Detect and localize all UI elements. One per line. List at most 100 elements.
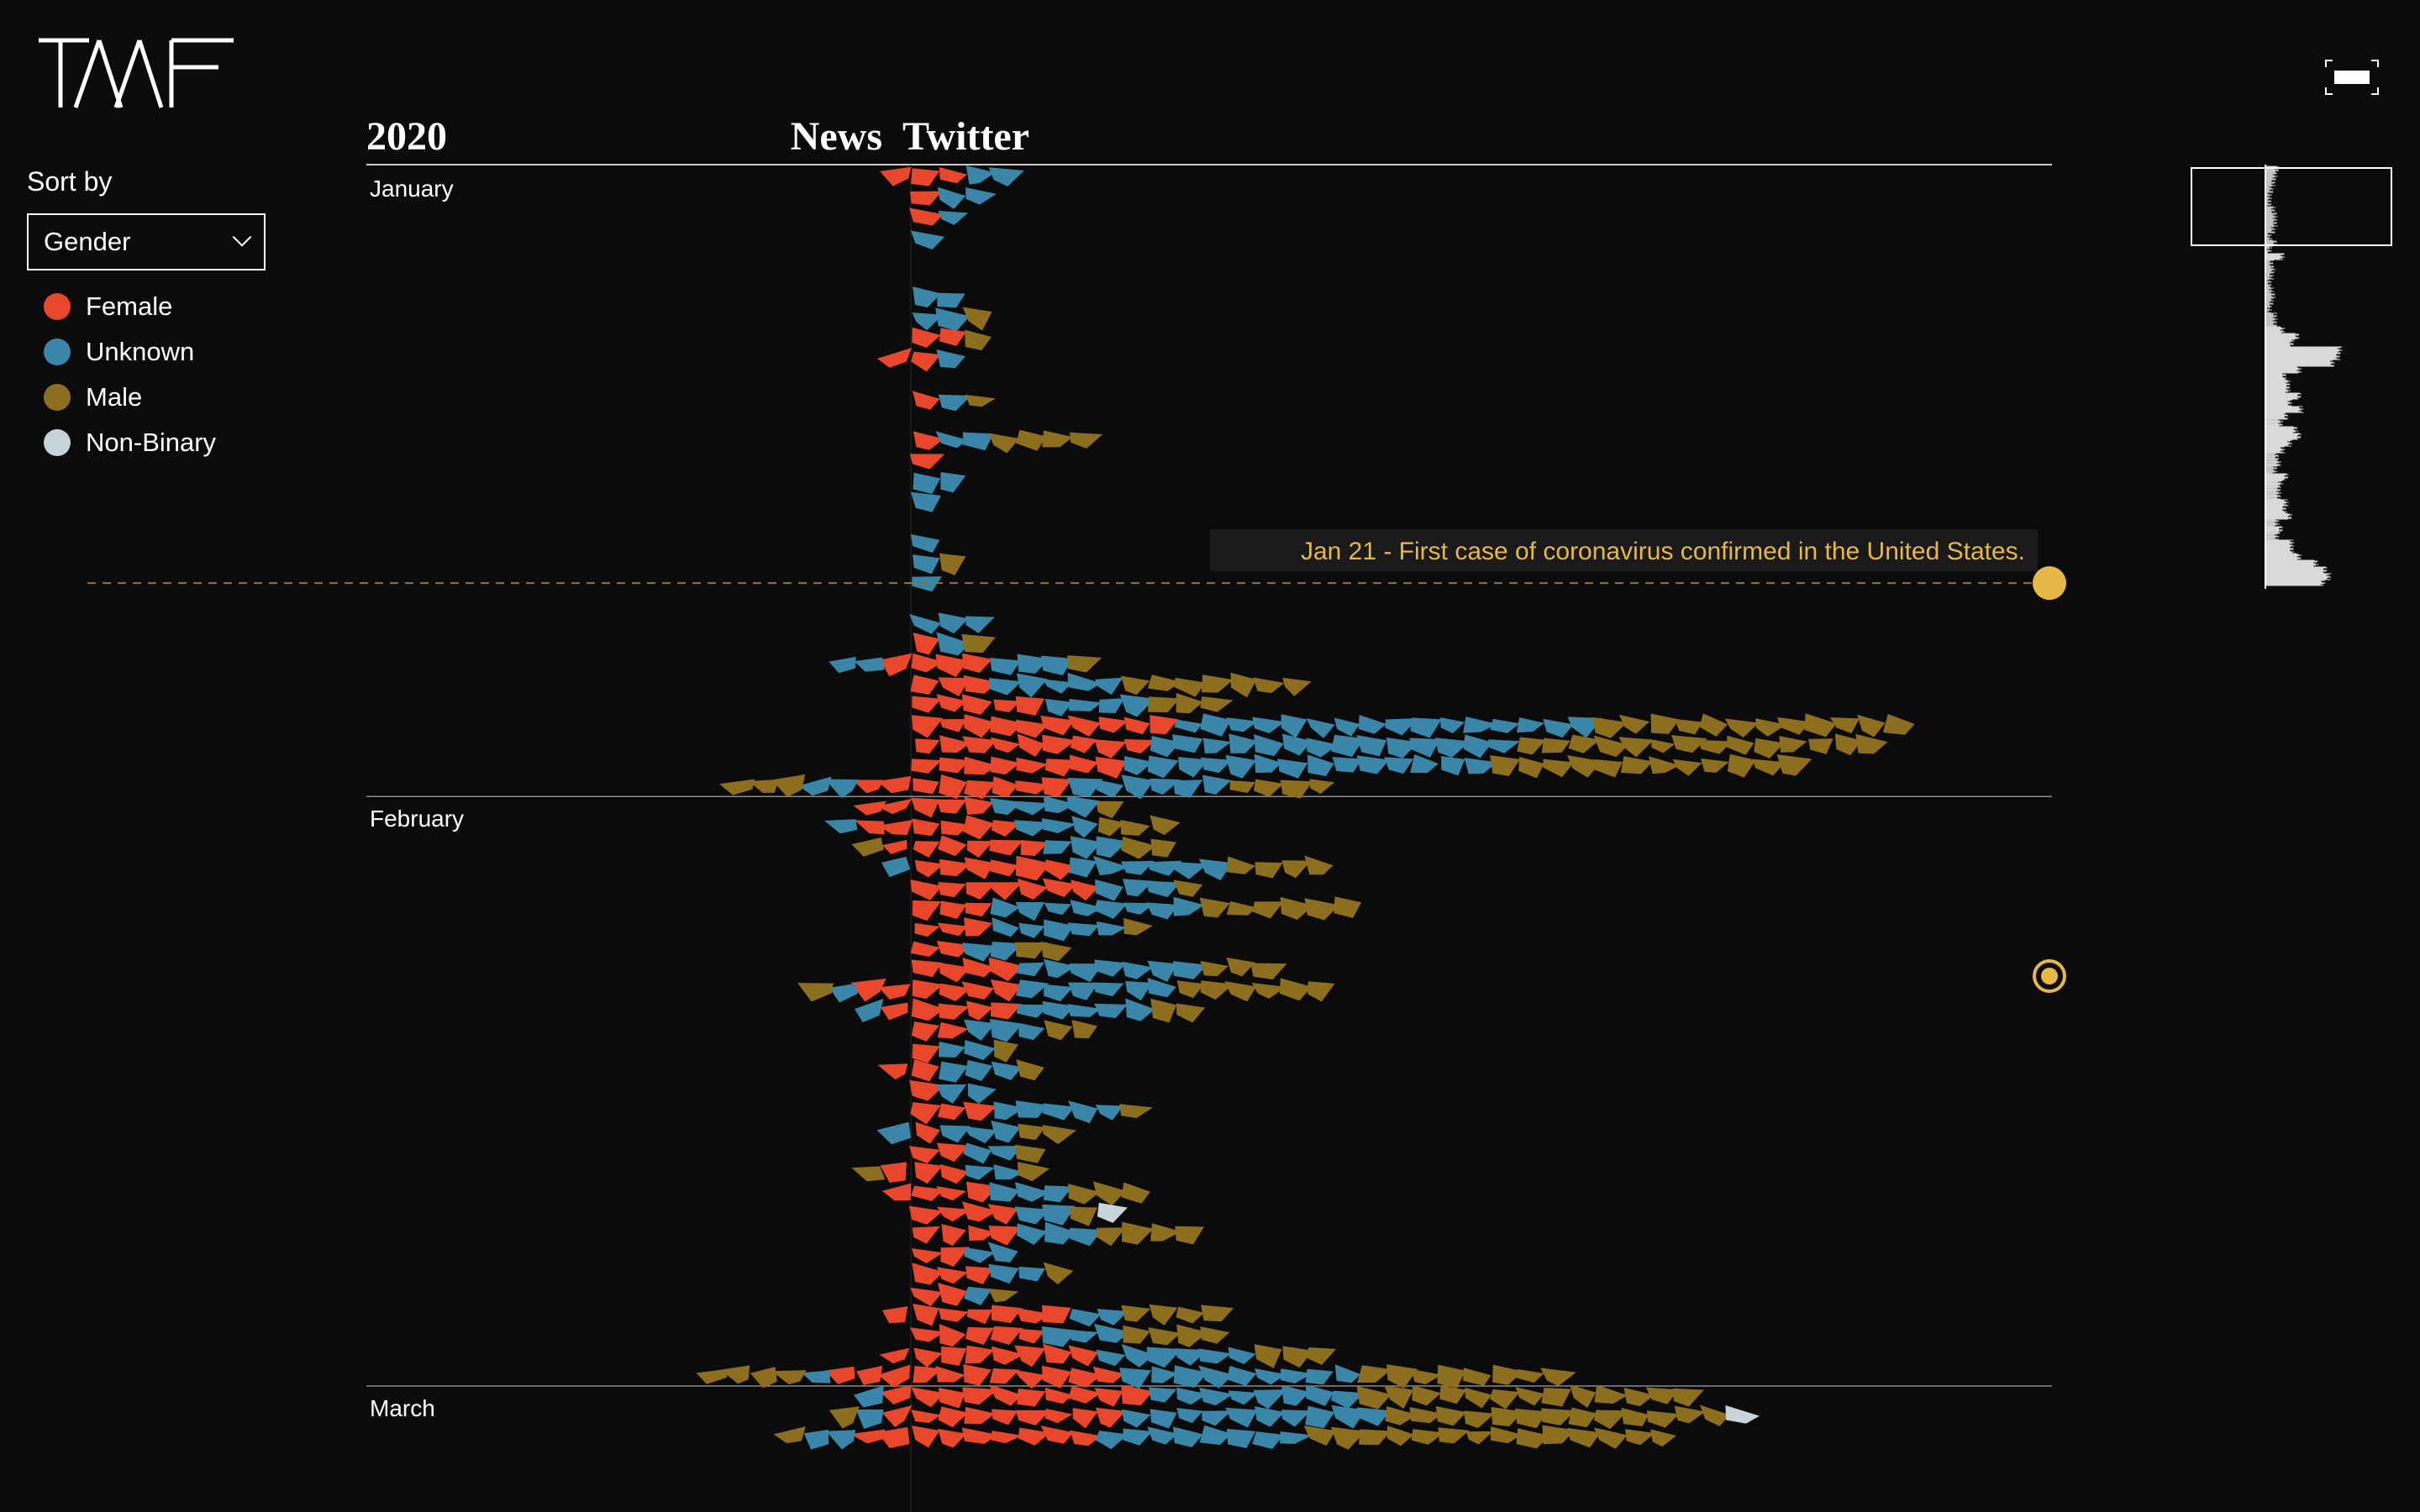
data-mark[interactable] [880,1162,907,1184]
data-mark[interactable] [939,1042,965,1058]
data-mark[interactable] [1277,759,1308,779]
data-mark[interactable] [1567,754,1602,778]
data-mark[interactable] [1096,1349,1126,1367]
circle-marker-icon[interactable] [2033,566,2066,601]
data-mark[interactable] [1356,1407,1392,1426]
data-mark[interactable] [1543,718,1574,738]
data-mark[interactable] [1200,757,1233,774]
data-mark[interactable] [750,1367,777,1389]
data-mark[interactable] [1254,734,1284,757]
data-mark[interactable] [965,1345,995,1364]
data-mark[interactable] [913,841,940,858]
data-mark[interactable] [988,1263,1019,1284]
data-mark[interactable] [1150,1409,1177,1429]
data-mark[interactable] [1119,694,1155,717]
data-mark[interactable] [1281,1410,1312,1427]
data-mark[interactable] [1463,734,1493,759]
data-mark[interactable] [1699,1404,1730,1426]
data-mark[interactable] [1198,1365,1234,1389]
data-mark[interactable] [1410,717,1442,738]
data-mark[interactable] [961,1427,998,1445]
data-mark[interactable] [1015,1307,1050,1324]
data-mark[interactable] [1068,1184,1101,1205]
data-mark[interactable] [854,657,885,672]
data-mark[interactable] [1093,982,1124,997]
data-mark[interactable] [989,1368,1020,1384]
data-mark[interactable] [1041,1365,1072,1389]
data-mark[interactable] [939,858,971,877]
data-mark[interactable] [1043,795,1076,814]
data-mark[interactable] [990,897,1020,918]
logo[interactable] [39,37,235,109]
data-mark[interactable] [1225,1407,1258,1428]
data-mark[interactable] [1465,1431,1493,1445]
data-mark[interactable] [911,1387,945,1408]
data-mark[interactable] [1779,736,1807,753]
data-mark[interactable] [1620,756,1654,774]
data-mark[interactable] [1098,698,1125,714]
data-mark[interactable] [1069,1227,1103,1247]
data-mark[interactable] [801,1370,831,1383]
data-mark[interactable] [1281,733,1313,756]
data-mark[interactable] [1150,778,1181,795]
data-mark[interactable] [877,1426,910,1449]
data-mark[interactable] [963,1142,992,1164]
data-mark[interactable] [1067,1004,1102,1017]
data-mark[interactable] [1092,855,1129,876]
data-mark[interactable] [964,1040,996,1061]
data-mark[interactable] [1673,1388,1704,1407]
data-mark[interactable] [1173,961,1207,979]
data-mark[interactable] [961,653,993,674]
data-mark[interactable] [1068,1100,1098,1124]
data-mark[interactable] [771,1370,807,1385]
data-mark[interactable] [939,735,971,753]
data-mark[interactable] [936,1267,968,1284]
data-mark[interactable] [851,837,884,857]
data-mark[interactable] [1621,1407,1649,1427]
data-mark[interactable] [913,286,941,307]
data-mark[interactable] [1071,816,1098,838]
data-mark[interactable] [965,394,997,407]
data-mark[interactable] [1227,1365,1257,1386]
data-mark[interactable] [1492,1364,1523,1385]
data-mark[interactable] [911,959,943,978]
data-mark[interactable] [1017,1389,1046,1407]
data-mark[interactable] [1123,755,1154,775]
data-mark[interactable] [1016,673,1048,698]
data-mark[interactable] [989,433,1020,454]
data-mark[interactable] [963,1286,992,1305]
data-mark[interactable] [1016,719,1049,738]
data-mark[interactable] [1305,1368,1334,1385]
data-mark[interactable] [1121,860,1155,875]
data-mark[interactable] [1066,795,1101,818]
data-mark[interactable] [1121,1305,1151,1322]
data-mark[interactable] [909,1327,945,1342]
data-mark[interactable] [881,856,911,878]
data-mark[interactable] [1255,862,1283,879]
data-mark[interactable] [1282,1346,1313,1368]
data-mark[interactable] [911,715,944,738]
data-mark[interactable] [938,882,966,898]
data-mark[interactable] [1042,430,1074,448]
data-mark[interactable] [1675,718,1703,735]
data-mark[interactable] [880,1384,912,1405]
fullscreen-button[interactable] [2324,59,2380,96]
data-mark[interactable] [1146,902,1180,920]
legend-item-unknown[interactable]: Unknown [44,329,216,375]
data-mark[interactable] [1044,902,1072,916]
data-mark[interactable] [1330,1426,1366,1450]
data-mark[interactable] [938,1061,969,1083]
data-mark[interactable] [1095,879,1123,901]
data-mark[interactable] [1307,754,1334,777]
data-mark[interactable] [913,633,940,655]
data-mark[interactable] [965,1266,993,1285]
data-mark[interactable] [1068,1330,1099,1343]
data-mark[interactable] [938,1003,970,1020]
data-mark[interactable] [1674,1405,1706,1424]
data-mark[interactable] [1434,738,1470,758]
data-mark[interactable] [1882,713,1915,735]
data-mark[interactable] [1015,780,1051,795]
data-mark[interactable] [1253,1389,1287,1410]
data-mark[interactable] [1541,738,1571,753]
data-mark[interactable] [1226,957,1255,977]
